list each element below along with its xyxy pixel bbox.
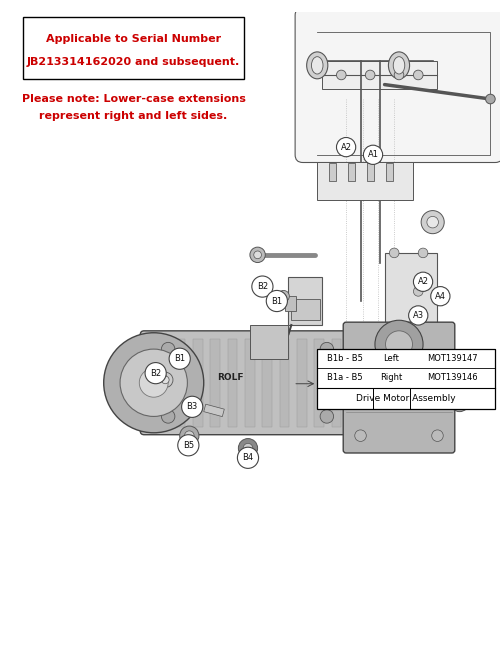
Circle shape	[182, 396, 203, 417]
Bar	[368, 163, 374, 181]
Circle shape	[104, 333, 204, 433]
Text: JB213314162020 and subsequent.: JB213314162020 and subsequent.	[27, 57, 240, 67]
Bar	[322, 61, 438, 89]
Bar	[317, 349, 495, 409]
Text: MOT139147: MOT139147	[427, 354, 478, 363]
Circle shape	[414, 272, 432, 291]
Circle shape	[178, 435, 199, 456]
Circle shape	[427, 216, 438, 228]
Circle shape	[278, 291, 289, 302]
Bar	[158, 338, 168, 427]
Circle shape	[162, 376, 169, 384]
Circle shape	[336, 138, 355, 157]
Bar	[348, 163, 355, 181]
Bar	[317, 161, 414, 200]
Circle shape	[450, 392, 469, 411]
Text: Please note: Lower-case extensions: Please note: Lower-case extensions	[22, 94, 246, 104]
Bar	[384, 253, 438, 330]
FancyBboxPatch shape	[343, 322, 455, 453]
Circle shape	[169, 348, 190, 370]
Text: B4: B4	[242, 453, 254, 462]
Text: Left: Left	[384, 354, 399, 363]
Circle shape	[355, 430, 366, 441]
Ellipse shape	[388, 52, 409, 79]
Ellipse shape	[393, 57, 405, 74]
Circle shape	[418, 248, 428, 258]
Circle shape	[430, 287, 450, 306]
Circle shape	[336, 70, 346, 80]
Circle shape	[421, 211, 444, 234]
Text: Applicable to Serial Number: Applicable to Serial Number	[46, 35, 221, 44]
Text: Drive Motor Assembly: Drive Motor Assembly	[356, 394, 456, 403]
Bar	[332, 338, 342, 427]
Circle shape	[414, 70, 423, 80]
FancyBboxPatch shape	[140, 331, 360, 435]
Bar	[292, 299, 320, 320]
Bar	[284, 296, 296, 311]
Circle shape	[238, 439, 258, 458]
Bar	[228, 338, 237, 427]
Text: B1: B1	[174, 354, 186, 363]
Ellipse shape	[306, 52, 328, 79]
Circle shape	[254, 251, 262, 259]
Bar	[245, 338, 254, 427]
Circle shape	[320, 342, 334, 356]
Text: B1a - B5: B1a - B5	[328, 374, 363, 383]
Circle shape	[390, 248, 399, 258]
Bar	[204, 404, 225, 417]
Circle shape	[408, 306, 428, 325]
FancyBboxPatch shape	[295, 8, 500, 163]
Text: B3: B3	[186, 402, 198, 411]
Text: ROLF: ROLF	[218, 374, 244, 383]
Bar	[262, 338, 272, 427]
Circle shape	[140, 368, 168, 397]
Circle shape	[432, 430, 443, 441]
Bar	[314, 338, 324, 427]
Bar	[386, 163, 393, 181]
Ellipse shape	[312, 57, 323, 74]
Text: B2: B2	[150, 369, 161, 377]
Bar	[280, 338, 289, 427]
Text: B1b - B5: B1b - B5	[327, 354, 363, 363]
Text: A4: A4	[435, 292, 446, 300]
Text: B5: B5	[183, 441, 194, 450]
Circle shape	[238, 447, 258, 468]
Text: A1: A1	[368, 150, 378, 159]
Circle shape	[162, 409, 175, 423]
Circle shape	[394, 70, 404, 80]
Text: MOT139146: MOT139146	[427, 374, 478, 383]
Circle shape	[145, 362, 166, 384]
Circle shape	[252, 276, 273, 297]
Circle shape	[162, 342, 175, 356]
Circle shape	[486, 94, 495, 104]
Bar	[329, 163, 336, 181]
Circle shape	[184, 431, 194, 441]
Text: Right: Right	[380, 374, 402, 383]
Text: A3: A3	[412, 311, 424, 320]
Bar	[210, 338, 220, 427]
FancyBboxPatch shape	[23, 17, 244, 79]
Bar	[176, 338, 186, 427]
Bar	[250, 325, 288, 358]
Circle shape	[250, 247, 266, 263]
Text: B2: B2	[257, 282, 268, 291]
Text: B1: B1	[272, 296, 282, 306]
Circle shape	[414, 287, 423, 296]
Circle shape	[180, 426, 199, 445]
Text: represent right and left sides.: represent right and left sides.	[40, 111, 228, 121]
Bar	[297, 338, 306, 427]
Text: A2: A2	[418, 278, 428, 286]
Circle shape	[320, 409, 334, 423]
Bar	[288, 277, 322, 325]
Circle shape	[243, 443, 253, 453]
Bar	[193, 338, 203, 427]
Circle shape	[158, 372, 173, 388]
Circle shape	[386, 331, 412, 358]
Circle shape	[266, 291, 287, 311]
Text: A2: A2	[340, 142, 351, 151]
Circle shape	[375, 320, 423, 368]
Circle shape	[120, 349, 188, 417]
Circle shape	[364, 145, 382, 165]
Circle shape	[366, 70, 375, 80]
